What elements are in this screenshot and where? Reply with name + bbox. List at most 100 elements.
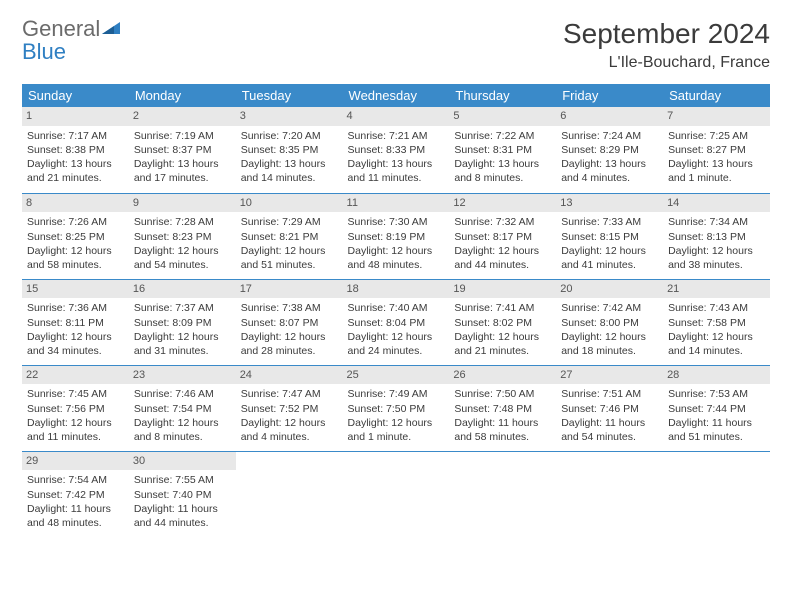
logo-blue: Blue: [22, 39, 66, 64]
calendar-cell: 17Sunrise: 7:38 AMSunset: 8:07 PMDayligh…: [236, 279, 343, 365]
sunrise-text: Sunrise: 7:53 AM: [668, 387, 765, 401]
day-number: 5: [449, 107, 556, 126]
calendar-cell: [556, 451, 663, 537]
daylight-text: Daylight: 12 hours and 38 minutes.: [668, 244, 765, 272]
logo-flag-icon: [102, 20, 124, 41]
day-number: 4: [343, 107, 450, 126]
sunrise-text: Sunrise: 7:34 AM: [668, 215, 765, 229]
day-number: 1: [22, 107, 129, 126]
sunset-text: Sunset: 8:13 PM: [668, 230, 765, 244]
calendar-row: 15Sunrise: 7:36 AMSunset: 8:11 PMDayligh…: [22, 279, 770, 365]
daylight-text: Daylight: 12 hours and 8 minutes.: [134, 416, 231, 444]
sunset-text: Sunset: 7:54 PM: [134, 402, 231, 416]
header: General Blue September 2024 L'Ile-Boucha…: [22, 18, 770, 72]
daylight-text: Daylight: 12 hours and 44 minutes.: [454, 244, 551, 272]
daylight-text: Daylight: 13 hours and 11 minutes.: [348, 157, 445, 185]
sunrise-text: Sunrise: 7:24 AM: [561, 129, 658, 143]
daylight-text: Daylight: 12 hours and 24 minutes.: [348, 330, 445, 358]
day-number: 17: [236, 280, 343, 299]
daylight-text: Daylight: 12 hours and 31 minutes.: [134, 330, 231, 358]
daylight-text: Daylight: 13 hours and 21 minutes.: [27, 157, 124, 185]
day-number: 14: [663, 194, 770, 213]
sunset-text: Sunset: 8:38 PM: [27, 143, 124, 157]
calendar-cell: 23Sunrise: 7:46 AMSunset: 7:54 PMDayligh…: [129, 365, 236, 451]
sunset-text: Sunset: 8:19 PM: [348, 230, 445, 244]
sunset-text: Sunset: 8:23 PM: [134, 230, 231, 244]
daylight-text: Daylight: 11 hours and 51 minutes.: [668, 416, 765, 444]
sunrise-text: Sunrise: 7:32 AM: [454, 215, 551, 229]
dayname-thu: Thursday: [449, 84, 556, 107]
daylight-text: Daylight: 12 hours and 18 minutes.: [561, 330, 658, 358]
sunrise-text: Sunrise: 7:20 AM: [241, 129, 338, 143]
sunset-text: Sunset: 8:11 PM: [27, 316, 124, 330]
calendar-cell: 9Sunrise: 7:28 AMSunset: 8:23 PMDaylight…: [129, 193, 236, 279]
daylight-text: Daylight: 12 hours and 54 minutes.: [134, 244, 231, 272]
sunrise-text: Sunrise: 7:50 AM: [454, 387, 551, 401]
sunrise-text: Sunrise: 7:29 AM: [241, 215, 338, 229]
sunset-text: Sunset: 8:00 PM: [561, 316, 658, 330]
day-header-row: Sunday Monday Tuesday Wednesday Thursday…: [22, 84, 770, 107]
calendar-cell: 2Sunrise: 7:19 AMSunset: 8:37 PMDaylight…: [129, 107, 236, 193]
sunset-text: Sunset: 8:27 PM: [668, 143, 765, 157]
month-title: September 2024: [563, 18, 770, 50]
day-number: 18: [343, 280, 450, 299]
sunrise-text: Sunrise: 7:21 AM: [348, 129, 445, 143]
logo: General Blue: [22, 18, 124, 64]
day-number: 7: [663, 107, 770, 126]
calendar-cell: 7Sunrise: 7:25 AMSunset: 8:27 PMDaylight…: [663, 107, 770, 193]
logo-general: General: [22, 16, 100, 41]
sunset-text: Sunset: 8:25 PM: [27, 230, 124, 244]
sunset-text: Sunset: 8:35 PM: [241, 143, 338, 157]
sunset-text: Sunset: 8:21 PM: [241, 230, 338, 244]
calendar-cell: 26Sunrise: 7:50 AMSunset: 7:48 PMDayligh…: [449, 365, 556, 451]
calendar-row: 1Sunrise: 7:17 AMSunset: 8:38 PMDaylight…: [22, 107, 770, 193]
sunrise-text: Sunrise: 7:51 AM: [561, 387, 658, 401]
sunset-text: Sunset: 8:15 PM: [561, 230, 658, 244]
calendar-cell: 21Sunrise: 7:43 AMSunset: 7:58 PMDayligh…: [663, 279, 770, 365]
calendar-cell: 4 Sunrise: 7:21 AMSunset: 8:33 PMDaylight…: [343, 107, 450, 193]
sunrise-text: Sunrise: 7:30 AM: [348, 215, 445, 229]
sunrise-text: Sunrise: 7:19 AM: [134, 129, 231, 143]
sunrise-text: Sunrise: 7:36 AM: [27, 301, 124, 315]
daylight-text: Daylight: 12 hours and 11 minutes.: [27, 416, 124, 444]
sunset-text: Sunset: 7:52 PM: [241, 402, 338, 416]
calendar-cell: 10Sunrise: 7:29 AMSunset: 8:21 PMDayligh…: [236, 193, 343, 279]
calendar-cell: 12Sunrise: 7:32 AMSunset: 8:17 PMDayligh…: [449, 193, 556, 279]
calendar-table: Sunday Monday Tuesday Wednesday Thursday…: [22, 84, 770, 537]
sunrise-text: Sunrise: 7:40 AM: [348, 301, 445, 315]
daylight-text: Daylight: 11 hours and 54 minutes.: [561, 416, 658, 444]
daylight-text: Daylight: 12 hours and 41 minutes.: [561, 244, 658, 272]
daylight-text: Daylight: 12 hours and 1 minute.: [348, 416, 445, 444]
day-number: 6: [556, 107, 663, 126]
daylight-text: Daylight: 12 hours and 4 minutes.: [241, 416, 338, 444]
sunrise-text: Sunrise: 7:45 AM: [27, 387, 124, 401]
calendar-cell: [236, 451, 343, 537]
day-number: 11: [343, 194, 450, 213]
day-number: 16: [129, 280, 236, 299]
day-number: 19: [449, 280, 556, 299]
day-number: 30: [129, 452, 236, 471]
calendar-cell: [343, 451, 450, 537]
sunrise-text: Sunrise: 7:55 AM: [134, 473, 231, 487]
day-number: 3: [236, 107, 343, 126]
sunrise-text: Sunrise: 7:26 AM: [27, 215, 124, 229]
sunset-text: Sunset: 7:50 PM: [348, 402, 445, 416]
calendar-cell: 3Sunrise: 7:20 AMSunset: 8:35 PMDaylight…: [236, 107, 343, 193]
day-number: 28: [663, 366, 770, 385]
sunset-text: Sunset: 8:33 PM: [348, 143, 445, 157]
location: L'Ile-Bouchard, France: [563, 54, 770, 72]
dayname-wed: Wednesday: [343, 84, 450, 107]
sunrise-text: Sunrise: 7:54 AM: [27, 473, 124, 487]
daylight-text: Daylight: 11 hours and 48 minutes.: [27, 502, 124, 530]
sunrise-text: Sunrise: 7:17 AM: [27, 129, 124, 143]
daylight-text: Daylight: 11 hours and 44 minutes.: [134, 502, 231, 530]
sunrise-text: Sunrise: 7:43 AM: [668, 301, 765, 315]
sunset-text: Sunset: 7:48 PM: [454, 402, 551, 416]
daylight-text: Daylight: 12 hours and 14 minutes.: [668, 330, 765, 358]
calendar-cell: 27Sunrise: 7:51 AMSunset: 7:46 PMDayligh…: [556, 365, 663, 451]
calendar-cell: 18Sunrise: 7:40 AMSunset: 8:04 PMDayligh…: [343, 279, 450, 365]
day-number: 27: [556, 366, 663, 385]
day-number: 12: [449, 194, 556, 213]
day-number: 10: [236, 194, 343, 213]
daylight-text: Daylight: 13 hours and 1 minute.: [668, 157, 765, 185]
